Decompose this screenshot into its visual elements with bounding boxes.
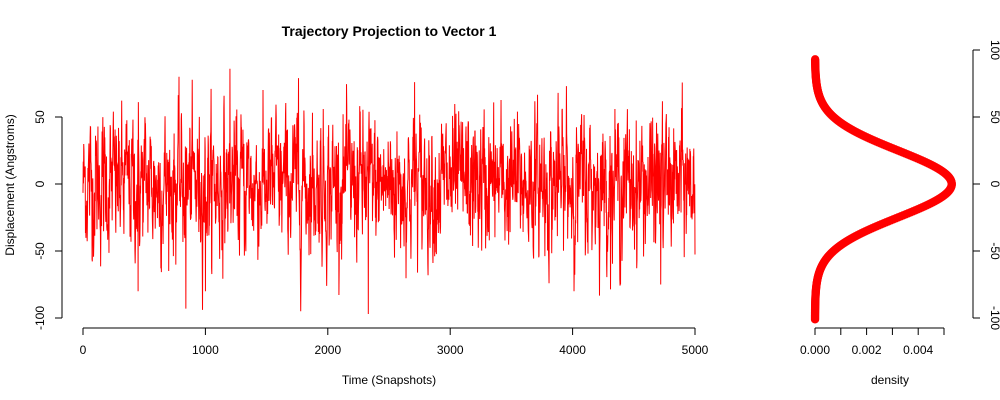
x-axis: 0 1000 2000 3000 4000 5000 xyxy=(80,327,709,357)
x-tick-label: 4000 xyxy=(559,343,586,357)
density-plot: density 0.000 0.002 0.004 -100 -50 0 50 100 xyxy=(800,40,1000,387)
density-x-tick-label: 0.002 xyxy=(852,343,882,357)
y-axis-title: Displacement (Angstroms) xyxy=(3,114,17,255)
series-line xyxy=(82,68,696,314)
x-tick-label: 3000 xyxy=(437,343,464,357)
y-tick-label: 50 xyxy=(33,110,47,124)
y-tick-label: 0 xyxy=(33,180,47,187)
main-plot: Trajectory Projection to Vector 1 Time (… xyxy=(3,23,709,387)
density-y-tick-label: -100 xyxy=(988,306,1000,330)
x-tick-label: 5000 xyxy=(682,343,709,357)
density-x-tick-label: 0.000 xyxy=(800,343,830,357)
density-y-tick-label: -50 xyxy=(988,242,1000,260)
x-axis-title: Time (Snapshots) xyxy=(342,373,436,387)
density-x-axis: 0.000 0.002 0.004 xyxy=(800,327,945,357)
density-y-tick-label: 0 xyxy=(988,181,1000,188)
x-tick-label: 2000 xyxy=(314,343,341,357)
y-tick-label: -50 xyxy=(33,242,47,260)
density-point xyxy=(810,55,820,64)
density-y-tick-label: 100 xyxy=(988,40,1000,60)
density-x-tick-label: 0.004 xyxy=(903,343,933,357)
density-points xyxy=(810,55,956,324)
density-x-axis-title: density xyxy=(871,373,909,387)
y-axis: -100 -50 0 50 xyxy=(33,110,63,330)
density-y-tick-label: 50 xyxy=(988,110,1000,124)
x-tick-label: 0 xyxy=(80,343,87,357)
density-y-axis: -100 -50 0 50 100 xyxy=(972,40,1000,330)
chart-title: Trajectory Projection to Vector 1 xyxy=(282,23,497,39)
y-tick-label: -100 xyxy=(33,306,47,330)
x-tick-label: 1000 xyxy=(192,343,219,357)
